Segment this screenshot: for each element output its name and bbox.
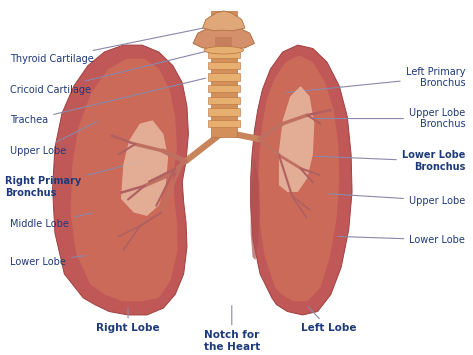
Polygon shape	[251, 158, 260, 260]
Text: Lower Lobe
Bronchus: Lower Lobe Bronchus	[315, 151, 465, 172]
Polygon shape	[70, 59, 177, 301]
Polygon shape	[121, 120, 168, 216]
Polygon shape	[210, 11, 237, 137]
Ellipse shape	[204, 47, 244, 54]
Polygon shape	[193, 25, 254, 49]
Text: Notch for
the Heart: Notch for the Heart	[204, 306, 260, 352]
Polygon shape	[208, 73, 240, 81]
Polygon shape	[208, 62, 240, 70]
Text: Thyroid Cartilage: Thyroid Cartilage	[10, 27, 209, 64]
Text: Right Lobe: Right Lobe	[96, 307, 160, 333]
Text: Upper Lobe: Upper Lobe	[10, 121, 97, 156]
Polygon shape	[215, 37, 232, 46]
Polygon shape	[208, 39, 240, 47]
Text: Lower Lobe: Lower Lobe	[338, 235, 465, 245]
Polygon shape	[208, 120, 240, 127]
Polygon shape	[251, 45, 352, 315]
Polygon shape	[208, 50, 240, 58]
Text: Upper Lobe
Bronchus: Upper Lobe Bronchus	[300, 108, 465, 129]
Polygon shape	[202, 11, 245, 31]
Text: Left Primary
Bronchus: Left Primary Bronchus	[287, 67, 465, 93]
Polygon shape	[208, 85, 240, 93]
Polygon shape	[53, 45, 188, 315]
Text: Lower Lobe: Lower Lobe	[10, 256, 85, 267]
Text: Trachea: Trachea	[10, 78, 205, 125]
Text: Cricoid Cartilage: Cricoid Cartilage	[10, 51, 208, 94]
Polygon shape	[258, 55, 339, 301]
Polygon shape	[208, 108, 240, 115]
Polygon shape	[208, 27, 240, 35]
Polygon shape	[279, 86, 315, 192]
Text: Middle Lobe: Middle Lobe	[10, 213, 92, 229]
Text: Left Lobe: Left Lobe	[301, 307, 356, 333]
Text: Upper Lobe: Upper Lobe	[329, 194, 465, 206]
Text: Right Primary
Bronchus: Right Primary Bronchus	[5, 160, 144, 198]
Polygon shape	[208, 97, 240, 104]
